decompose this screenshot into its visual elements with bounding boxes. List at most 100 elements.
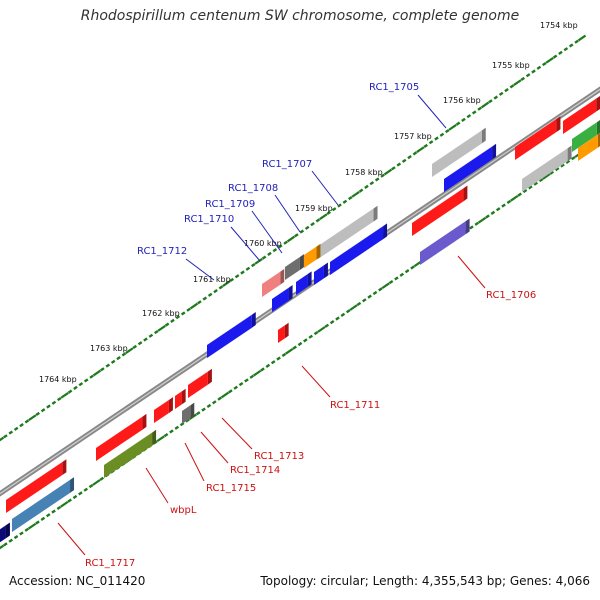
upper-track-dot	[254, 258, 263, 265]
upper-track-dot	[153, 329, 159, 335]
upper-track-dot	[78, 382, 84, 387]
gene-olive-wbpl[interactable]	[104, 429, 157, 478]
lower-track-dot	[340, 312, 346, 317]
lower-track-dot	[60, 500, 69, 508]
gene-blue-1761[interactable]	[207, 312, 256, 358]
gene-label-rc1_1715[interactable]: RC1_1715	[206, 483, 256, 494]
gene-red-1711[interactable]	[278, 322, 289, 343]
gene-rc1-1706-purple[interactable]	[420, 218, 470, 265]
gene-red-big[interactable]	[96, 413, 147, 461]
gene-blue-1[interactable]	[444, 143, 497, 192]
lower-track-dot	[163, 432, 169, 438]
upper-track-dot	[175, 315, 181, 320]
gene-red-1713[interactable]	[188, 368, 212, 398]
gene-blue-big[interactable]	[330, 223, 388, 275]
upper-track-dot	[272, 248, 278, 253]
lower-track-dot	[72, 494, 78, 500]
gene-red-1714[interactable]	[175, 388, 186, 409]
lower-track-dot	[378, 287, 383, 292]
upper-track-dot	[504, 88, 509, 93]
gene-red-a[interactable]	[515, 116, 561, 160]
upper-track-dot	[531, 69, 536, 74]
gene-orange-1708[interactable]	[304, 243, 321, 268]
upper-track-dot	[110, 359, 116, 364]
gene-label-rc1_1705[interactable]: RC1_1705	[369, 82, 419, 93]
gene-blue-1710[interactable]	[272, 285, 293, 312]
gene-label-rc1_1713[interactable]: RC1_1713	[254, 451, 304, 462]
gene-red-1717[interactable]	[6, 459, 67, 513]
gene-pink-1712[interactable]	[262, 268, 285, 297]
tick-label: 1756 kbp	[443, 96, 481, 105]
leader-line	[200, 431, 229, 464]
upper-track-dot	[326, 210, 332, 216]
gene-orange-b[interactable]	[578, 132, 600, 161]
upper-track-dot	[563, 47, 569, 52]
gene-gray-1715[interactable]	[182, 402, 195, 424]
upper-track-dot	[164, 322, 170, 327]
upper-track-dot	[105, 363, 111, 368]
lower-track-dot	[244, 378, 249, 383]
leader-line	[301, 365, 331, 398]
upper-track-dot	[448, 124, 457, 131]
lower-track-dot	[260, 367, 265, 372]
upper-track-dot	[13, 426, 19, 431]
gene-green-b[interactable]	[572, 119, 600, 152]
gene-label-rc1_1712[interactable]: RC1_1712	[137, 246, 187, 257]
lower-track-dot	[510, 194, 519, 202]
gene-rc1-1707[interactable]	[318, 205, 378, 259]
gene-label-rc1_1711[interactable]: RC1_1711	[330, 400, 380, 411]
lower-track-dot	[8, 538, 13, 543]
upper-track-dot	[240, 270, 245, 275]
upper-track-dot	[574, 39, 579, 44]
tick-label: 1758 kbp	[345, 168, 383, 177]
lower-track-dot	[83, 487, 88, 492]
gene-rc1-1705[interactable]	[432, 127, 486, 177]
gene-label-rc1_1714[interactable]: RC1_1714	[230, 465, 280, 476]
gene-label-rc1_1708[interactable]: RC1_1708	[228, 183, 278, 194]
gene-blue-small-2[interactable]	[314, 262, 328, 285]
leader-line	[57, 522, 86, 556]
gene-rc1-1706-red[interactable]	[412, 185, 468, 236]
lower-track-dot	[0, 544, 5, 550]
upper-track-dot	[83, 378, 89, 383]
upper-track-dot	[337, 203, 342, 208]
upper-track-dot	[229, 277, 235, 283]
gene-label-rc1_1710[interactable]: RC1_1710	[184, 214, 234, 225]
leader-line	[185, 258, 215, 281]
upper-track-dot	[558, 50, 563, 55]
gene-red-b[interactable]	[563, 95, 600, 134]
lower-track-dot	[179, 422, 185, 427]
upper-track-dot	[89, 374, 94, 379]
gene-label-rc1_1706[interactable]: RC1_1706	[486, 290, 536, 301]
upper-track-dot	[218, 285, 224, 290]
lower-track-dot	[469, 225, 474, 230]
gene-steelblue-1717[interactable]	[12, 477, 75, 532]
lower-track-dot	[349, 304, 358, 311]
upper-track-dot	[148, 333, 154, 338]
upper-track-dot	[342, 199, 348, 204]
lower-track-dot	[538, 177, 544, 183]
upper-track-dot	[374, 177, 380, 182]
upper-track-dot	[267, 251, 272, 256]
lower-track-dot	[372, 290, 378, 296]
upper-track-dot	[466, 114, 472, 119]
gene-label-rc1_1707[interactable]: RC1_1707	[262, 159, 312, 170]
upper-track-dot	[100, 367, 105, 372]
topology-text: Topology: circular; Length: 4,355,543 bp…	[260, 574, 590, 588]
gene-label-wbpl[interactable]: wbpL	[170, 505, 197, 516]
gene-red-1715b[interactable]	[154, 397, 173, 423]
upper-track-dot	[407, 155, 412, 160]
gene-label-rc1_1717[interactable]: RC1_1717	[85, 558, 135, 569]
upper-track-dot	[480, 101, 490, 109]
lower-track-dot	[356, 301, 362, 307]
gene-blue-small-1[interactable]	[296, 271, 312, 295]
lower-track-dot	[99, 476, 105, 481]
gene-label-rc1_1709[interactable]: RC1_1709	[205, 199, 255, 210]
gene-gray-b[interactable]	[522, 145, 572, 192]
upper-track-dot	[369, 181, 375, 186]
gene-navy-edge[interactable]	[0, 522, 10, 545]
gene-gray-1709[interactable]	[285, 254, 304, 280]
upper-track-dot	[423, 143, 429, 149]
lower-track-dot	[362, 298, 367, 303]
upper-track-dot	[455, 121, 461, 126]
